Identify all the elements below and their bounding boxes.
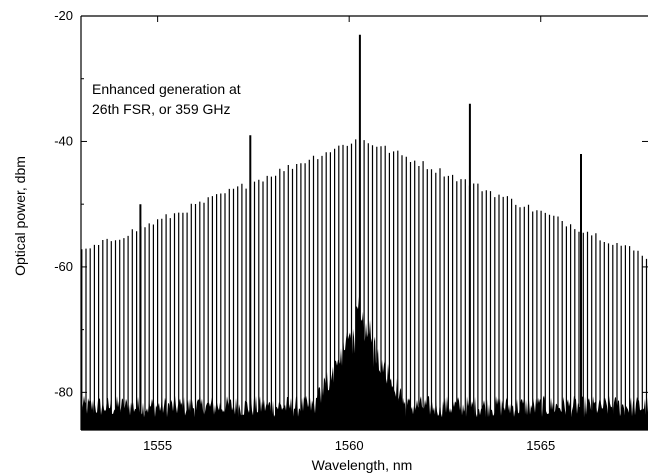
plot-area [81,34,648,430]
y-tick-label: -60 [54,259,73,274]
y-tick-label: -40 [54,133,73,148]
x-tick-label: 1555 [143,438,172,453]
x-tick-label: 1560 [335,438,364,453]
annotation-line-2: 26th FSR, or 359 GHz [92,101,231,117]
y-tick-label: -20 [54,8,73,23]
y-axis-label: Optical power, dbm [12,156,28,276]
annotation: Enhanced generation at 26th FSR, or 359 … [92,81,241,117]
y-tick-label: -80 [54,384,73,399]
annotation-line-1: Enhanced generation at [92,81,241,97]
x-tick-label: 1565 [526,438,555,453]
x-axis-label: Wavelength, nm [312,457,413,473]
